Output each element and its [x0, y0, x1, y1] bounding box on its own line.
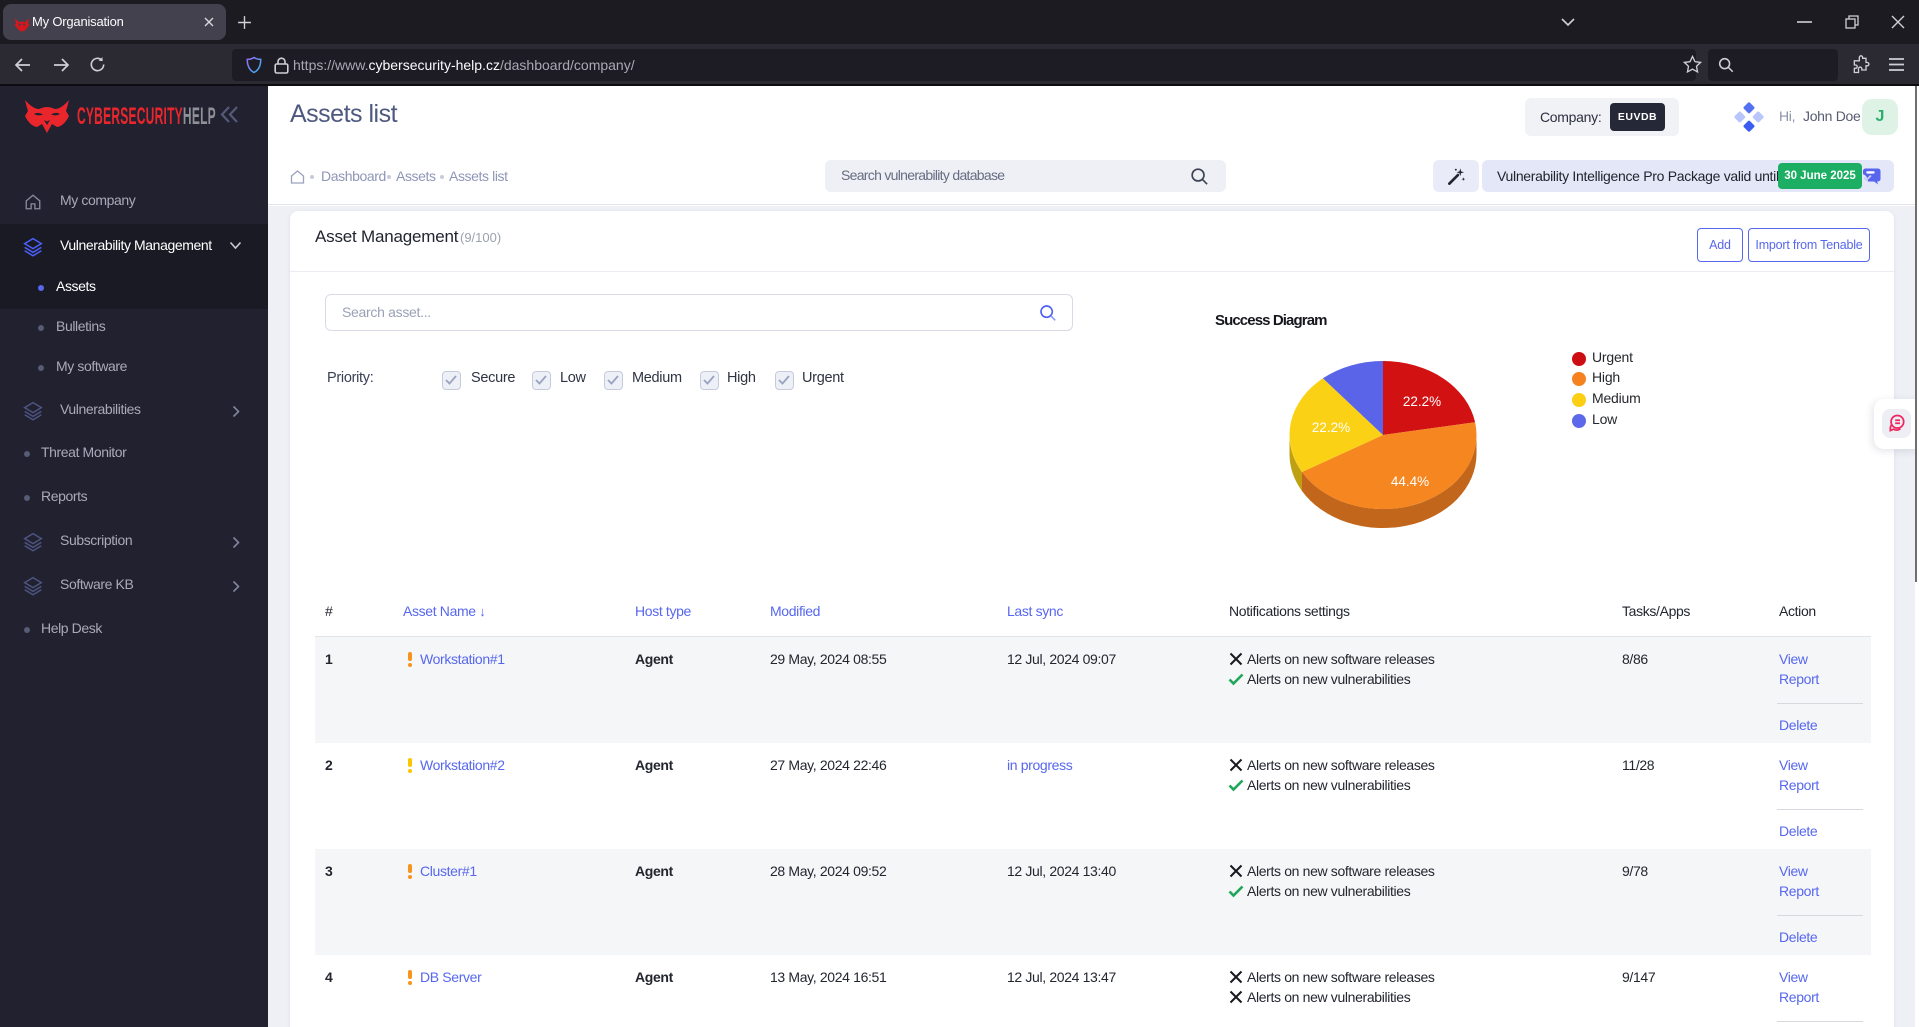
svg-text:22.2%: 22.2%	[1403, 394, 1441, 409]
svg-text:22.2%: 22.2%	[1312, 420, 1350, 435]
svg-text:44.4%: 44.4%	[1391, 474, 1429, 489]
